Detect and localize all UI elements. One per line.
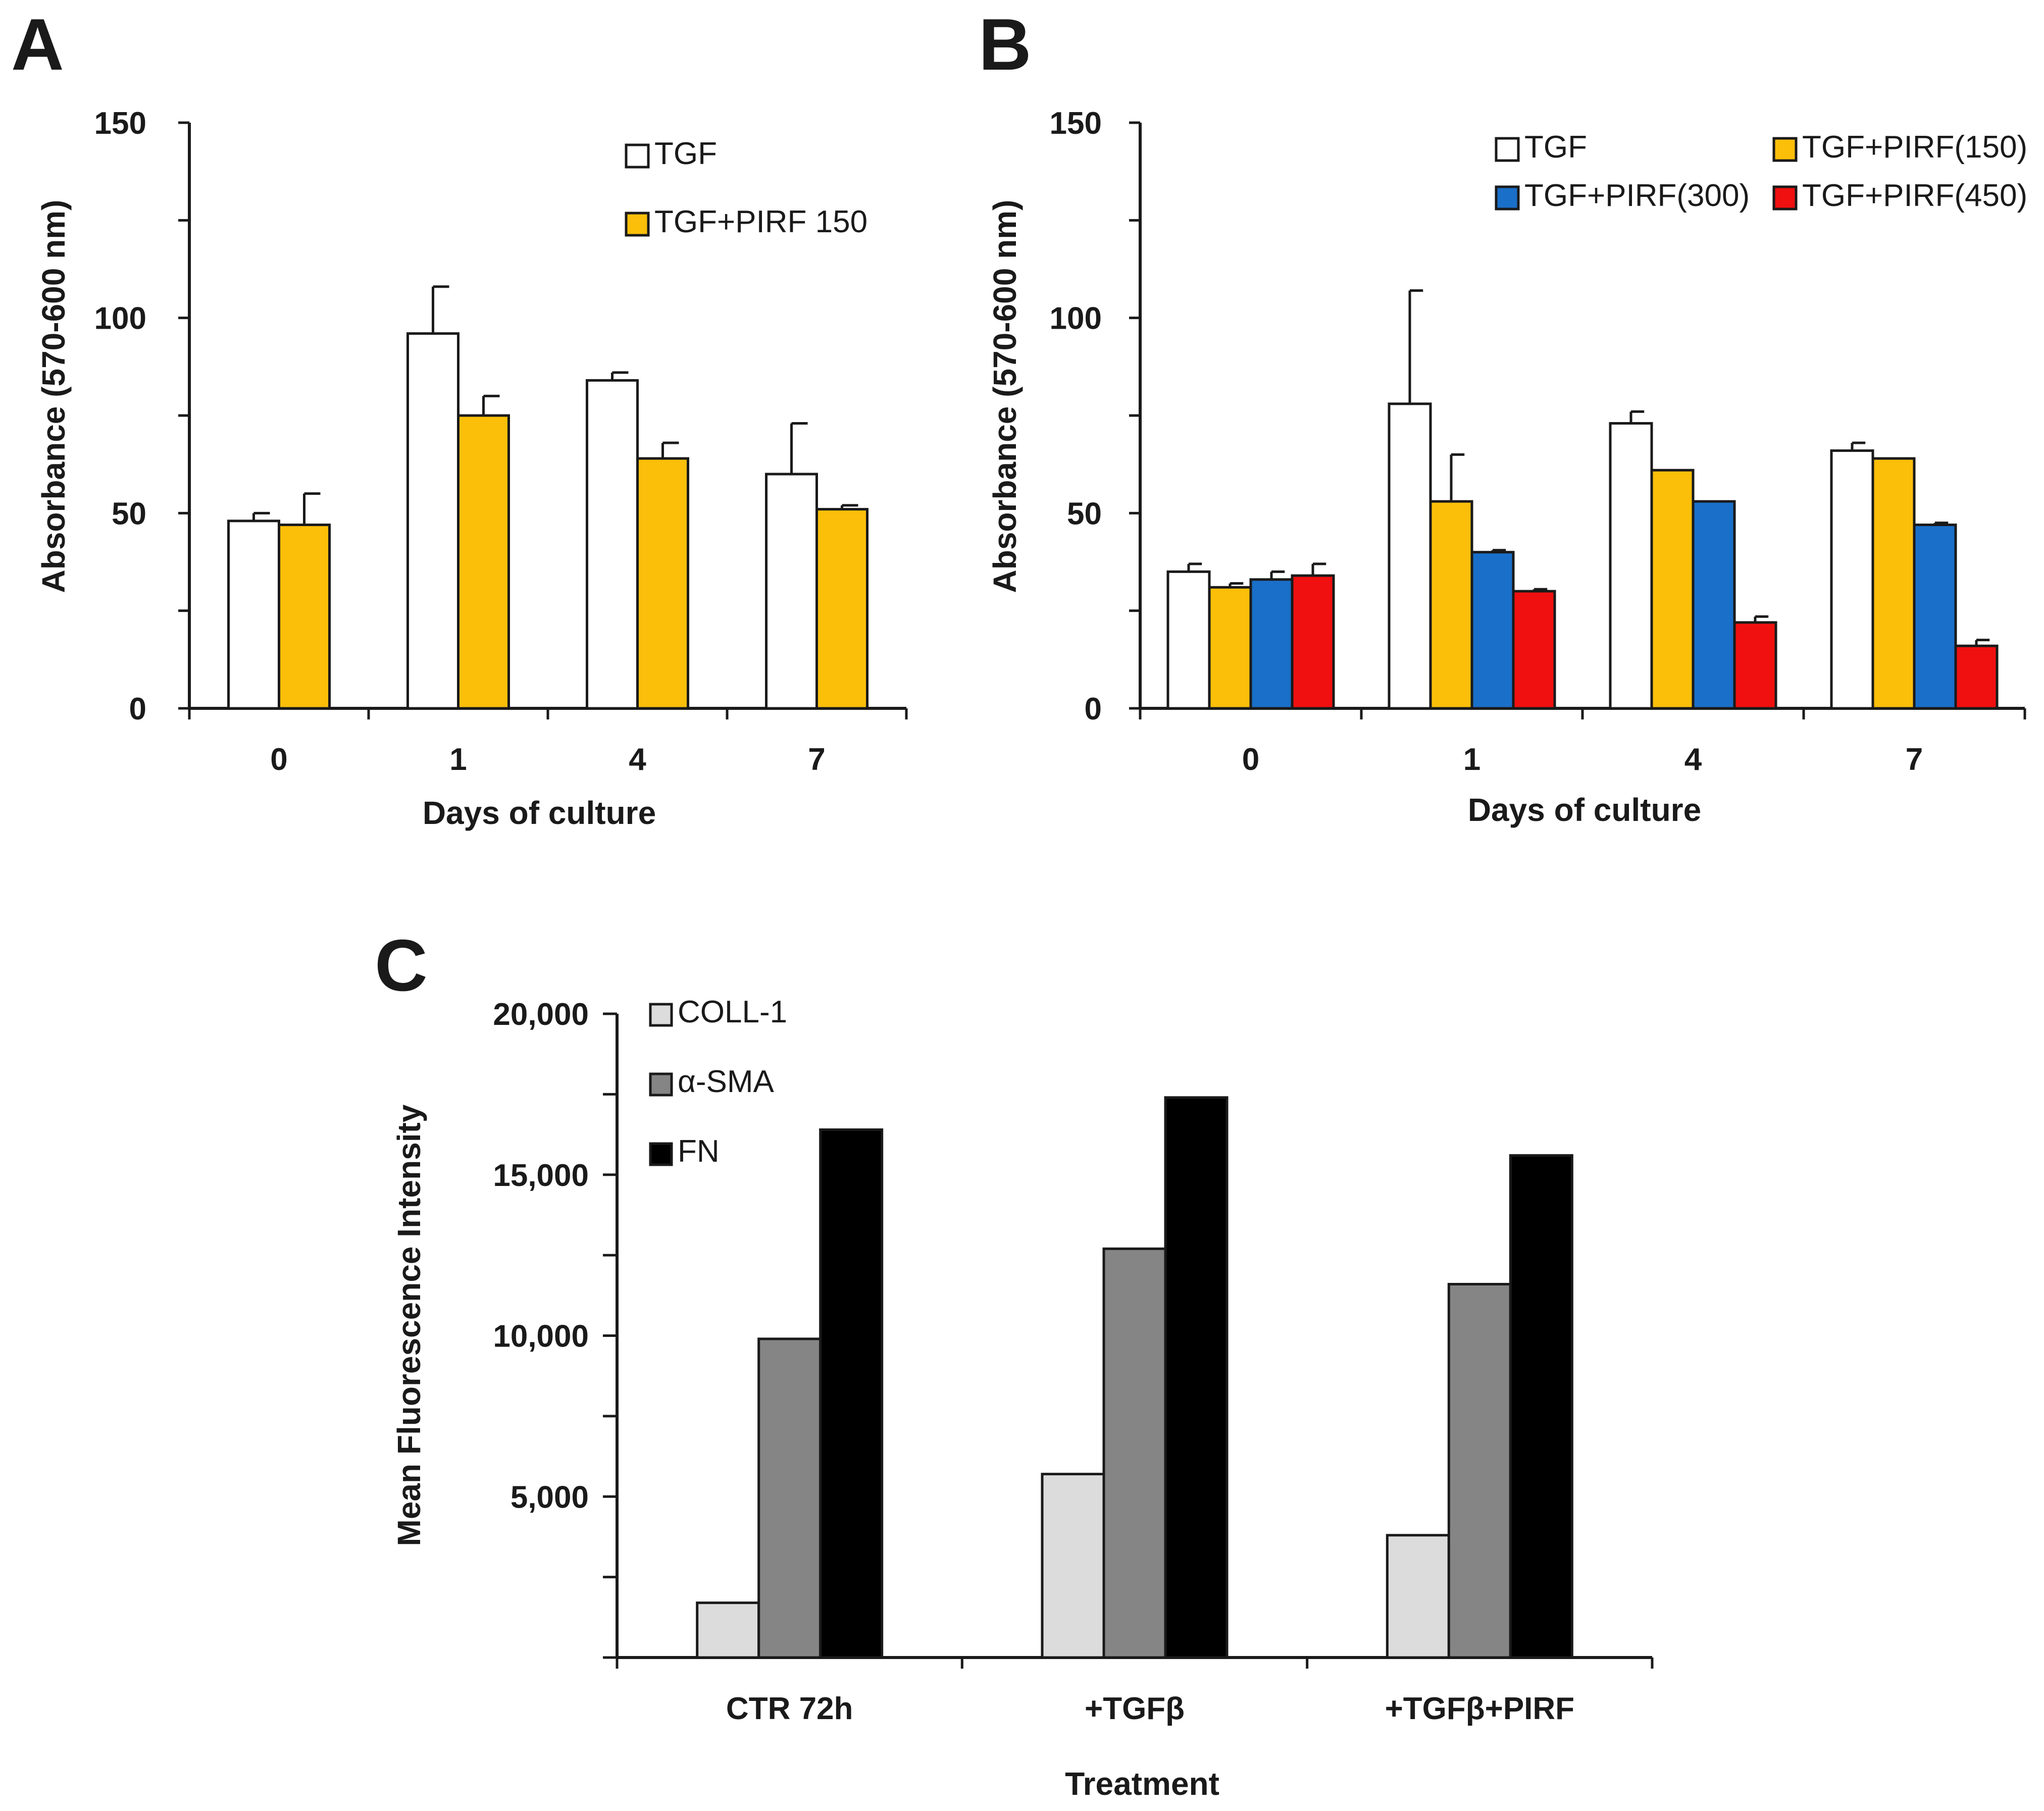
panel-a-x-tick-label: 7: [808, 742, 825, 777]
panel-a-bar: [636, 457, 689, 710]
panel-b-y-tick-label: 50: [1067, 496, 1102, 531]
panel-a-marks: 0 50 100 150 0 1 4 7 TGF TGF+PIRF 150: [94, 106, 908, 777]
panel-a-legend-label: TGF: [654, 136, 717, 171]
panel-b-legend-swatch: [1772, 185, 1798, 211]
panel-c-legend-swatch: [649, 1003, 673, 1027]
panel-c: C Mean Fluorescence Intensity Treatment …: [375, 924, 1654, 1802]
panel-c-bar: [1164, 1096, 1229, 1659]
panel-a-letter: A: [11, 4, 64, 85]
panel-b-x-tick-label: 0: [1242, 742, 1259, 777]
panel-b-bar: [1208, 586, 1252, 710]
panel-b-bar: [1954, 644, 1999, 710]
panel-b-bar: [1650, 469, 1695, 710]
panel-c-marks: 5,000 10,000 15,000 20,000 CTR 72h +TGFβ +TGFβ…: [493, 995, 1654, 1726]
panel-c-y-tick-label: 10,000: [493, 1319, 589, 1354]
panel-c-y-tick-label: 20,000: [493, 997, 589, 1032]
panel-b-y-tick-label: 0: [1085, 692, 1102, 727]
panel-b-y-tick-label: 150: [1050, 106, 1102, 141]
panel-c-y-tick-label: 5,000: [510, 1480, 589, 1515]
panel-b-bar: [1429, 500, 1473, 710]
panel-b-x-tick-label: 7: [1906, 742, 1923, 777]
panel-a-x-tick-label: 1: [449, 742, 467, 777]
panel-b-y-axis-title: Absorbance (570-600 nm): [987, 200, 1023, 593]
panel-b-bar: [1249, 578, 1294, 710]
panel-c-bar: [1447, 1283, 1512, 1659]
panel-b-y-tick-label: 100: [1050, 301, 1102, 336]
panel-c-y-axis-title: Mean Fluorescence Intensity: [391, 1104, 427, 1546]
panel-b-legend-label: TGF: [1524, 130, 1587, 165]
panel-a-bar: [586, 379, 639, 710]
panel-c-legend-label: COLL-1: [678, 995, 787, 1029]
panel-b-bar: [1830, 449, 1874, 710]
panel-a-y-tick-label: 0: [129, 692, 146, 727]
panel-c-x-tick-label: +TGFβ: [1085, 1691, 1185, 1726]
panel-b: B Absorbance (570-600 nm) Days of cultur…: [979, 4, 2027, 828]
panel-c-legend-swatch: [649, 1072, 673, 1097]
panel-b-bar: [1512, 590, 1556, 710]
panel-c-bar: [696, 1601, 760, 1659]
panel-a: A Absorbance (570-600 nm) Days of cultur…: [11, 4, 908, 831]
panel-b-legend-label: TGF+PIRF(300): [1524, 178, 1750, 213]
panel-a-bar: [278, 524, 331, 710]
panel-c-bar: [1509, 1154, 1573, 1659]
panel-b-legend-label: TGF+PIRF(450): [1802, 178, 2027, 213]
panel-b-x-tick-label: 1: [1463, 742, 1480, 777]
panel-b-bar: [1913, 524, 1957, 710]
panel-b-x-axis-title: Days of culture: [1468, 792, 1701, 828]
panel-c-legend-label: α-SMA: [678, 1064, 774, 1099]
panel-a-legend-swatch: [625, 143, 650, 169]
panel-b-bar: [1291, 574, 1335, 710]
panel-a-legend-swatch: [625, 212, 650, 237]
panel-b-legend-swatch: [1495, 185, 1520, 211]
panel-a-x-tick-label: 4: [629, 742, 646, 777]
panel-b-bar: [1609, 422, 1653, 710]
panel-b-bar: [1871, 457, 1916, 710]
panel-c-bar: [1102, 1247, 1167, 1659]
panel-b-legend-label: TGF+PIRF(150): [1802, 130, 2027, 165]
panel-a-bar: [815, 508, 868, 710]
panel-c-bar: [1386, 1534, 1450, 1659]
panel-b-marks: 0 50 100 150 0 1 4 7 TGF TGF+PIRF(150) TGF+PIRF(30…: [1050, 106, 2028, 777]
panel-c-bar: [757, 1337, 822, 1659]
panel-a-x-axis-title: Days of culture: [423, 795, 656, 831]
panel-c-bar: [819, 1128, 884, 1659]
panel-c-x-axis-title: Treatment: [1065, 1766, 1219, 1802]
panel-c-legend-label: FN: [678, 1134, 720, 1169]
panel-a-bar: [765, 473, 818, 710]
panel-a-y-axis-title: Absorbance (570-600 nm): [35, 200, 72, 593]
panel-a-bar: [227, 520, 280, 710]
panel-b-legend-swatch: [1495, 137, 1520, 162]
panel-c-x-tick-label: CTR 72h: [726, 1691, 853, 1726]
panel-a-y-tick-label: 100: [94, 301, 146, 336]
panel-b-bar: [1733, 621, 1777, 710]
panel-a-y-tick-label: 150: [94, 106, 146, 141]
panel-c-letter: C: [375, 924, 428, 1006]
panel-a-bar: [406, 332, 459, 710]
panel-b-legend-swatch: [1772, 137, 1798, 162]
panel-a-legend-label: TGF+PIRF 150: [654, 204, 867, 239]
panel-b-bar: [1692, 500, 1736, 710]
panel-b-bar: [1470, 551, 1515, 710]
panel-a-x-tick-label: 0: [270, 742, 287, 777]
panel-b-bar: [1388, 402, 1432, 710]
panel-b-bar: [1166, 570, 1211, 710]
panel-c-legend-swatch: [649, 1142, 673, 1166]
panel-c-bar: [1041, 1473, 1105, 1659]
panel-c-y-tick-label: 15,000: [493, 1158, 589, 1193]
panel-b-x-tick-label: 4: [1684, 742, 1702, 777]
panel-a-bar: [457, 414, 510, 710]
panel-b-letter: B: [979, 4, 1032, 85]
panel-a-y-tick-label: 50: [112, 496, 146, 531]
panel-c-x-tick-label: +TGFβ+PIRF: [1385, 1691, 1574, 1726]
